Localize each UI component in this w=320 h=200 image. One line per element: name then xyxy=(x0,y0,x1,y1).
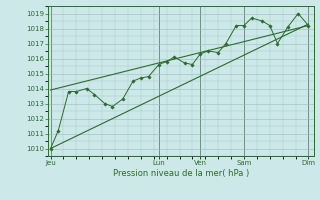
X-axis label: Pression niveau de la mer( hPa ): Pression niveau de la mer( hPa ) xyxy=(113,169,249,178)
